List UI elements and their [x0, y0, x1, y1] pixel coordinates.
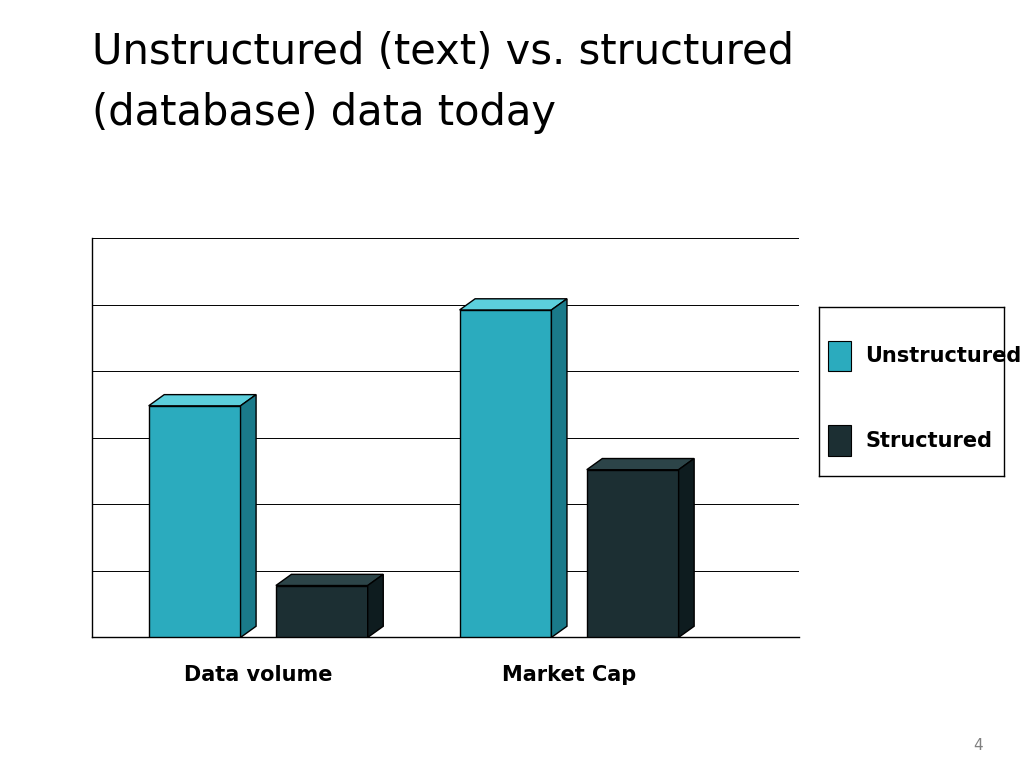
Polygon shape [368, 574, 383, 637]
Text: Market Cap: Market Cap [502, 665, 636, 685]
Polygon shape [275, 574, 383, 585]
Text: Structured: Structured [865, 431, 992, 451]
Polygon shape [587, 458, 694, 470]
Bar [828, 425, 851, 456]
Polygon shape [460, 299, 567, 310]
Bar [828, 341, 851, 372]
Text: 4: 4 [974, 737, 983, 753]
Bar [92, 637, 799, 644]
Text: Data volume: Data volume [184, 665, 333, 685]
Polygon shape [679, 458, 694, 637]
Polygon shape [551, 299, 567, 637]
Polygon shape [275, 585, 368, 637]
Polygon shape [587, 470, 679, 637]
Polygon shape [148, 406, 241, 637]
Polygon shape [148, 395, 256, 406]
Polygon shape [241, 395, 256, 637]
Text: Unstructured: Unstructured [865, 346, 1022, 366]
Text: Unstructured (text) vs. structured: Unstructured (text) vs. structured [92, 31, 795, 73]
Polygon shape [460, 310, 551, 637]
Text: (database) data today: (database) data today [92, 92, 556, 134]
